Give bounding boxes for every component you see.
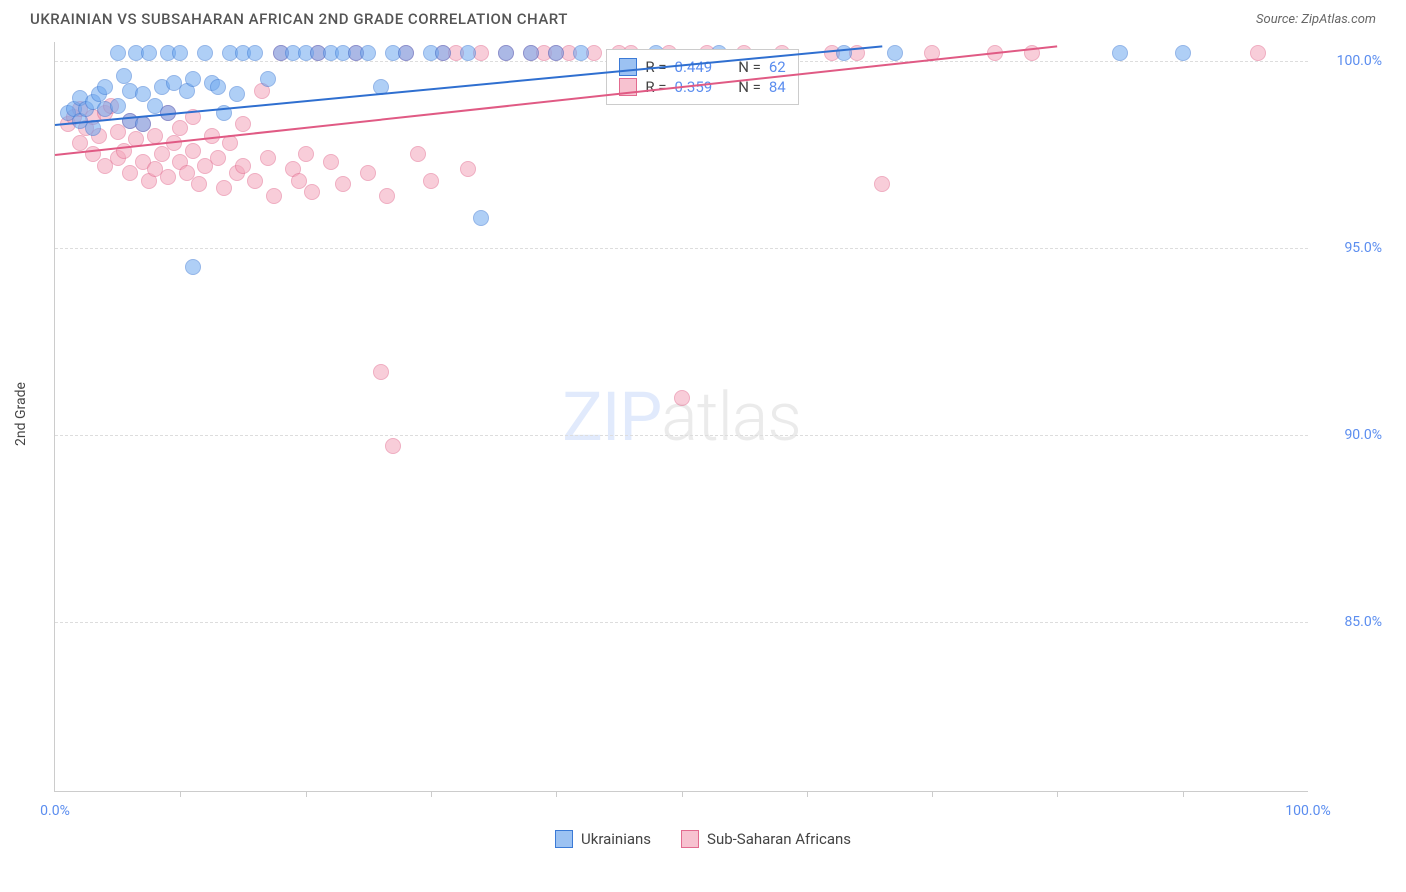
data-point (235, 116, 251, 132)
n-value: 84 (769, 78, 786, 96)
data-point (110, 124, 126, 140)
x-tick (1057, 791, 1058, 797)
x-tick (180, 791, 181, 797)
data-point (185, 143, 201, 159)
data-point (1250, 45, 1266, 61)
legend-item: Ukrainians (555, 830, 651, 848)
y-tick-label: 95.0% (1318, 240, 1382, 256)
watermark-atlas: atlas (661, 377, 801, 457)
watermark: ZIPatlas (562, 377, 801, 457)
data-point (523, 45, 539, 61)
data-point (191, 176, 207, 192)
chart-area: 2nd Grade ZIPatlas 85.0%90.0%95.0%100.0%… (0, 34, 1406, 854)
x-tick-label: 100.0% (1285, 803, 1330, 819)
legend-swatch (681, 830, 699, 848)
data-point (260, 150, 276, 166)
data-point (229, 86, 245, 102)
data-point (235, 158, 251, 174)
x-tick (807, 791, 808, 797)
legend-item: Sub-Saharan Africans (681, 830, 851, 848)
data-point (185, 71, 201, 87)
x-tick (1183, 791, 1184, 797)
data-point (460, 45, 476, 61)
data-point (304, 184, 320, 200)
gridline (55, 435, 1308, 436)
x-tick (682, 791, 683, 797)
data-point (360, 165, 376, 181)
y-tick-label: 85.0% (1318, 614, 1382, 630)
data-point (266, 188, 282, 204)
y-tick-label: 90.0% (1318, 427, 1382, 443)
data-point (379, 188, 395, 204)
watermark-zip: ZIP (562, 377, 661, 457)
data-point (498, 45, 514, 61)
data-point (573, 45, 589, 61)
chart-header: UKRAINIAN VS SUBSAHARAN AFRICAN 2ND GRAD… (0, 0, 1406, 34)
y-axis-label: 2nd Grade (13, 382, 29, 446)
data-point (247, 45, 263, 61)
data-point (460, 161, 476, 177)
data-point (423, 173, 439, 189)
data-point (116, 68, 132, 84)
data-point (172, 45, 188, 61)
data-point (335, 176, 351, 192)
x-tick (556, 791, 557, 797)
chart-source: Source: ZipAtlas.com (1256, 12, 1376, 27)
data-point (298, 146, 314, 162)
plot-region: ZIPatlas 85.0%90.0%95.0%100.0%0.0%100.0%… (54, 42, 1308, 792)
data-point (674, 390, 690, 406)
x-tick (306, 791, 307, 797)
data-point (210, 79, 226, 95)
data-point (185, 259, 201, 275)
data-point (110, 98, 126, 114)
data-point (398, 45, 414, 61)
data-point (1112, 45, 1128, 61)
data-point (210, 150, 226, 166)
n-value: 62 (769, 58, 786, 76)
x-tick (932, 791, 933, 797)
data-point (172, 120, 188, 136)
legend-swatch (555, 830, 573, 848)
data-point (887, 45, 903, 61)
data-point (135, 116, 151, 132)
data-point (110, 45, 126, 61)
data-point (323, 154, 339, 170)
x-tick (431, 791, 432, 797)
data-point (247, 173, 263, 189)
chart-title: UKRAINIAN VS SUBSAHARAN AFRICAN 2ND GRAD… (30, 10, 568, 28)
y-tick-label: 100.0% (1318, 53, 1382, 69)
data-point (385, 438, 401, 454)
legend-label: Ukrainians (581, 830, 651, 848)
data-point (373, 364, 389, 380)
data-point (197, 45, 213, 61)
data-point (147, 128, 163, 144)
legend-swatch (619, 58, 637, 76)
data-point (473, 210, 489, 226)
data-point (154, 146, 170, 162)
data-point (874, 176, 890, 192)
stats-legend-row: R =0.359N =84 (619, 78, 785, 96)
data-point (122, 165, 138, 181)
data-point (435, 45, 451, 61)
data-point (216, 180, 232, 196)
data-point (141, 45, 157, 61)
data-point (160, 169, 176, 185)
y-axis-label-wrap: 2nd Grade (6, 34, 36, 794)
data-point (260, 71, 276, 87)
n-label: N = (738, 58, 761, 76)
gridline (55, 248, 1308, 249)
legend-label: Sub-Saharan Africans (707, 830, 851, 848)
x-tick-label: 0.0% (40, 803, 70, 819)
data-point (548, 45, 564, 61)
data-point (410, 146, 426, 162)
gridline (55, 622, 1308, 623)
data-point (97, 79, 113, 95)
series-legend: Ukrainians Sub-Saharan Africans (0, 830, 1406, 848)
data-point (360, 45, 376, 61)
data-point (1175, 45, 1191, 61)
